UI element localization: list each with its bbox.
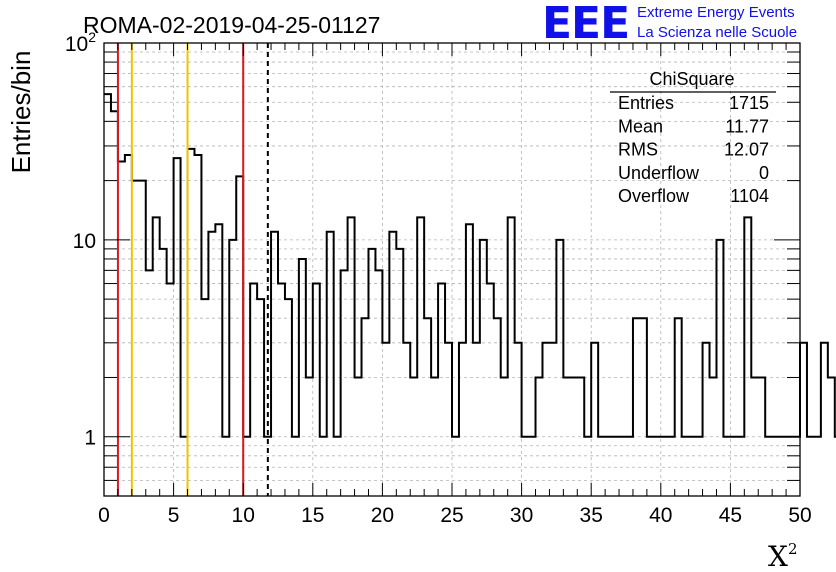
- stats-row-value: 1715: [729, 93, 769, 113]
- histogram-bin: [132, 181, 139, 496]
- x-tick-label: 15: [301, 504, 324, 527]
- x-tick-label: 35: [580, 504, 603, 527]
- histogram-bin: [125, 155, 132, 496]
- histogram-bin: [389, 232, 396, 496]
- stats-row-label: RMS: [618, 140, 658, 160]
- histogram-bin: [438, 284, 445, 496]
- histogram-series: [104, 93, 836, 496]
- x-tick-label: 20: [371, 504, 394, 527]
- logo-line-2: La Scienza nelle Scuole: [637, 24, 798, 41]
- histogram-bin: [236, 176, 243, 496]
- histogram-bin: [167, 284, 174, 496]
- histogram-bin: [271, 232, 278, 496]
- x-axis-label-sup: 2: [788, 540, 798, 558]
- x-tick-label: 0: [98, 504, 110, 527]
- histogram-bin: [487, 284, 494, 496]
- histogram-bin: [104, 94, 111, 496]
- stats-row-value: 0: [759, 163, 769, 183]
- histogram-bin: [459, 343, 466, 496]
- stats-row-value: 12.07: [724, 140, 769, 160]
- histogram-bin: [591, 343, 598, 496]
- stats-box: ChiSquare Entries 1715 Mean 11.77 RMS 12.07 Und…: [610, 69, 776, 206]
- reference-lines: [116, 43, 269, 496]
- stats-row-value: 11.77: [725, 116, 769, 136]
- histogram-bin: [201, 299, 208, 496]
- histogram-bin: [807, 437, 814, 496]
- histogram-bin: [814, 437, 821, 496]
- histogram-bin: [327, 232, 334, 496]
- x-tick-labels: 0 5 10 15 20 25 30 35 40 45 50: [98, 504, 812, 527]
- histogram-bin: [675, 318, 682, 496]
- histogram-bin: [257, 299, 264, 496]
- x-axis-label: X2: [768, 540, 797, 572]
- logo-line-1: Extreme Energy Events: [637, 4, 795, 21]
- histogram-bin: [341, 270, 348, 496]
- histogram-bin: [382, 343, 389, 496]
- stats-row-value: 1104: [730, 186, 769, 206]
- histogram-bin: [445, 343, 452, 496]
- histogram-bin: [424, 318, 431, 496]
- histogram-bin: [250, 284, 257, 496]
- stats-row-label: Underflow: [618, 163, 700, 183]
- histogram-bin: [494, 318, 501, 496]
- histogram-bin: [556, 240, 563, 496]
- stats-row-label: Entries: [618, 93, 674, 113]
- stats-title: ChiSquare: [649, 69, 734, 89]
- histogram-bin: [139, 181, 146, 496]
- histogram-bin: [821, 343, 828, 496]
- histogram-bin: [828, 377, 835, 496]
- chart-title: ROMA-02-2019-04-25-01127: [83, 12, 380, 38]
- histogram-bin: [194, 155, 201, 496]
- histogram-bin: [285, 299, 292, 496]
- histogram-bin: [160, 249, 167, 496]
- histogram-outline: [104, 93, 836, 438]
- stats-row-label: Overflow: [618, 186, 690, 206]
- y-axis-label: Entries/bin: [6, 51, 36, 174]
- histogram-bin: [362, 318, 369, 496]
- y-tick-label: 10: [73, 230, 96, 253]
- histogram-bin: [146, 270, 153, 496]
- logo-mark: EEE: [542, 0, 630, 49]
- histogram-bin: [633, 318, 640, 496]
- histogram-bin: [229, 240, 236, 496]
- y-tick-label: 102: [65, 29, 96, 56]
- histogram-bin: [542, 343, 549, 496]
- histogram-bin: [515, 343, 522, 496]
- x-axis-label-base: X: [768, 540, 788, 572]
- histogram-bin: [403, 343, 410, 496]
- x-tick-label: 40: [649, 504, 672, 527]
- histogram-bin: [208, 232, 215, 496]
- x-tick-label: 10: [232, 504, 255, 527]
- axis-ticks: [103, 43, 801, 497]
- x-tick-label: 50: [788, 504, 811, 527]
- histogram-bin: [549, 343, 556, 496]
- histogram-bin: [313, 284, 320, 496]
- histogram-bin: [800, 343, 807, 496]
- histogram-bin: [375, 270, 382, 496]
- x-tick-label: 45: [719, 504, 742, 527]
- histogram-bin: [278, 284, 285, 496]
- x-tick-label: 25: [440, 504, 463, 527]
- histogram-bin: [480, 240, 487, 496]
- histogram-bin: [111, 111, 118, 496]
- histogram-bin: [466, 224, 473, 496]
- histogram-bin: [473, 343, 480, 496]
- histogram-bin: [188, 149, 195, 496]
- histogram-bin: [368, 249, 375, 496]
- x-tick-label: 5: [168, 504, 180, 527]
- histogram-bin: [396, 249, 403, 496]
- histogram-bin: [640, 318, 647, 496]
- y-tick-label: 1: [84, 427, 96, 450]
- histogram-bin: [215, 224, 222, 496]
- histogram-bin: [703, 343, 710, 496]
- stats-row-label: Mean: [618, 116, 663, 136]
- x-tick-label: 30: [510, 504, 533, 527]
- histogram-bin: [716, 240, 723, 496]
- y-tick-labels: 1 10 102: [65, 29, 96, 450]
- histogram-bin: [174, 158, 181, 496]
